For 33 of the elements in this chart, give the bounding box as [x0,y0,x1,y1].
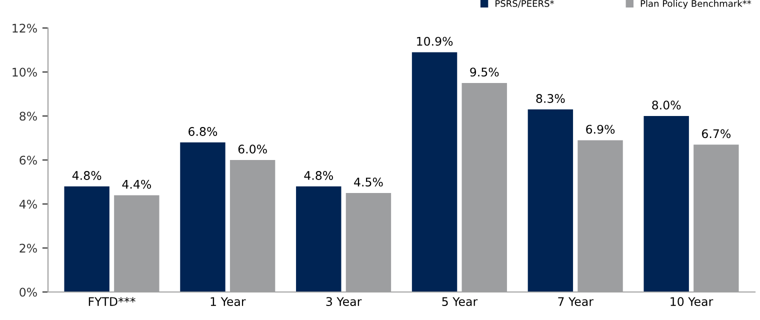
x-tick-label: 3 Year [326,297,362,306]
x-tick-label: 1 Year [210,297,246,306]
y-tick-label: 8% [20,112,37,121]
bar [644,116,689,292]
data-label: 10.9% [417,36,453,46]
y-tick-label: 6% [20,156,37,165]
x-tick-label: 7 Year [558,297,594,306]
legend-label: PSRS/PEERS* [496,0,554,8]
bar [528,109,574,292]
bar [296,186,342,292]
y-tick-label: 10% [12,68,37,77]
bar [64,186,110,292]
data-label: 6.9% [586,124,615,134]
data-label: 4.5% [354,178,383,187]
y-tick-label: 4% [19,200,37,209]
x-tick-label: 5 Year [442,297,478,306]
legend-label: Plan Policy Benchmark** [640,0,752,9]
x-tick-label: 10 Year [670,297,714,306]
data-label: 8.0% [652,100,681,110]
bar [412,52,458,292]
y-tick-label: 12% [12,24,37,33]
bar [180,142,226,292]
x-tick-label: FYTD*** [88,297,136,306]
data-label: 8.3% [536,94,565,103]
data-label: 4.8% [72,171,102,180]
data-label: 4.8% [304,171,333,180]
data-label: 6.7% [702,129,731,138]
data-label: 6.0% [238,144,267,154]
y-tick-label: 2% [20,244,37,253]
data-label: 4.4% [122,180,152,189]
data-label: 9.5% [470,68,499,77]
y-tick-label: 0% [20,288,37,297]
data-label: 6.8% [188,127,218,136]
